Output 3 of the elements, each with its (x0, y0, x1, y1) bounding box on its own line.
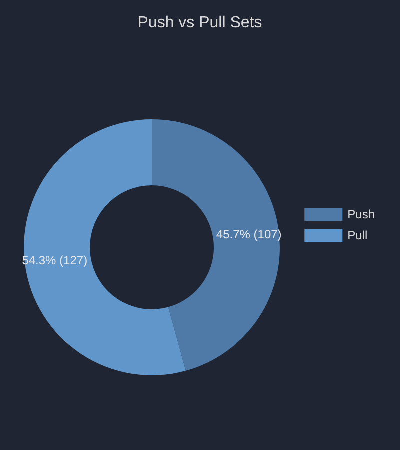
chart-title: Push vs Pull Sets (138, 14, 262, 32)
legend-label: Pull (348, 228, 368, 242)
legend-label: Push (348, 208, 376, 222)
